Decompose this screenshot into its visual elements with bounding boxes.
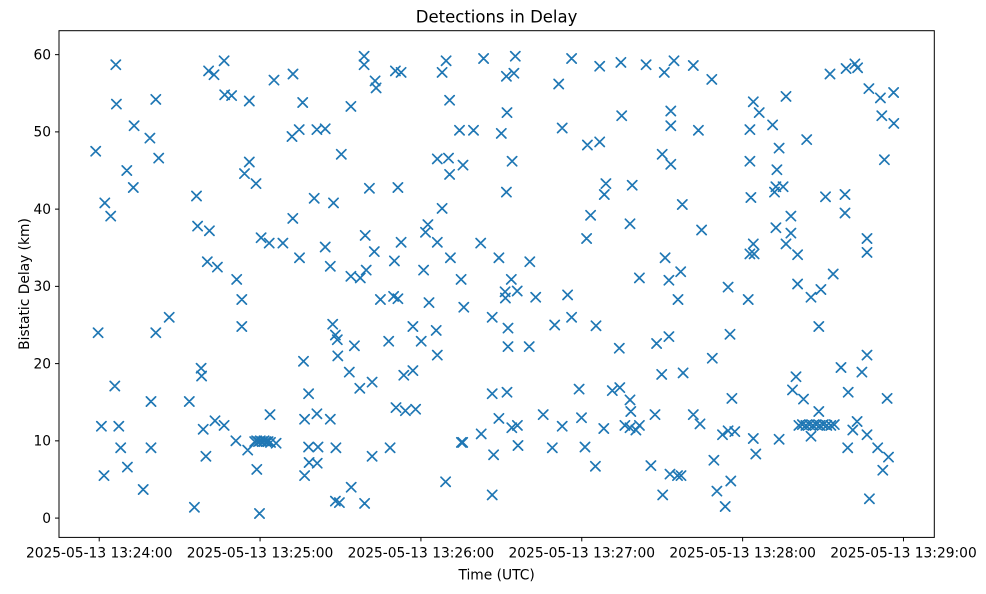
x-axis-ticks: 2025-05-13 13:24:00 2025-05-13 13:25:00 20… <box>26 537 977 562</box>
y-tick-label: 50 <box>33 125 51 141</box>
x-axis-label: Time (UTC) <box>457 568 534 584</box>
x-tick-label: 2025-05-13 13:29:00 <box>830 546 977 562</box>
y-tick-label: 40 <box>33 202 51 218</box>
x-tick-label: 2025-05-13 13:24:00 <box>26 546 173 562</box>
x-tick-label: 2025-05-13 13:25:00 <box>187 546 334 562</box>
y-tick-label: 30 <box>33 279 51 295</box>
data-point-markers <box>90 50 900 519</box>
x-tick-label: 2025-05-13 13:28:00 <box>669 546 816 562</box>
y-tick-label: 0 <box>42 511 51 527</box>
x-tick-label: 2025-05-13 13:27:00 <box>508 546 655 562</box>
y-axis-label: Bistatic Delay (km) <box>17 218 33 350</box>
plot-frame <box>58 30 935 538</box>
chart-title: Detections in Delay <box>416 8 578 27</box>
y-tick-label: 20 <box>33 356 51 372</box>
x-tick-label: 2025-05-13 13:26:00 <box>348 546 495 562</box>
y-tick-label: 10 <box>33 434 51 450</box>
y-axis-ticks: 0 10 20 30 40 50 60 <box>33 47 59 527</box>
y-tick-label: 60 <box>33 47 51 63</box>
scatter-series <box>90 50 900 519</box>
